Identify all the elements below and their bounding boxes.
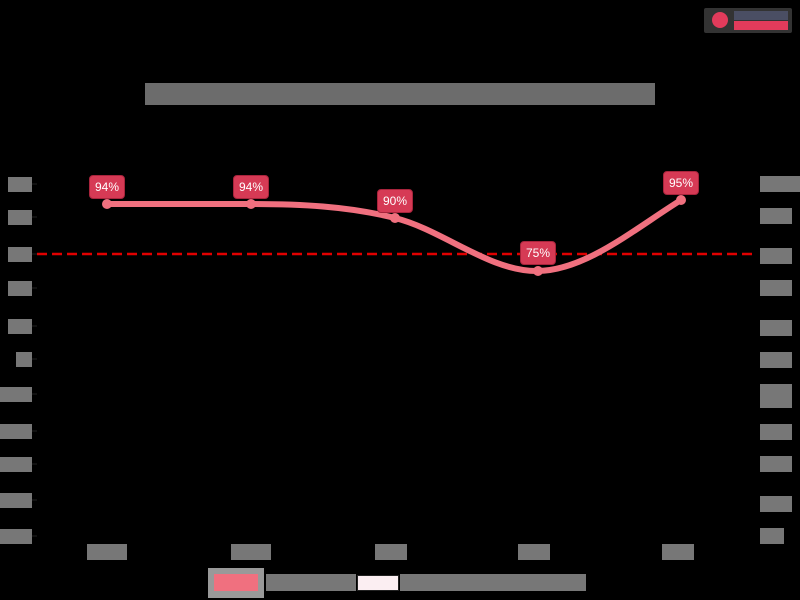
axis-ticks [32,183,37,537]
data-label: 94% [232,175,270,199]
right-tick-label [760,176,800,192]
right-tick-label [760,384,792,408]
right-tick-label [760,528,784,544]
x-tick-label: 2022 [518,544,550,560]
left-tick-label [0,529,32,544]
logo-text-top [734,11,788,20]
legend-label-reference[interactable] [400,574,586,591]
data-label: 90% [376,189,414,213]
left-tick-label [8,210,32,225]
left-tick-label [8,177,32,192]
data-point[interactable] [533,266,543,276]
data-point[interactable] [676,195,686,205]
data-label: 95% [662,171,700,195]
logo-text-bottom [734,21,788,30]
left-tick-label [0,387,32,402]
data-points [102,195,686,276]
left-tick-label [0,493,32,508]
brand-logo [704,8,792,33]
chart-title [145,83,655,105]
legend-label-series[interactable] [266,574,356,591]
data-label: 75% [519,241,557,265]
data-label: 94% [88,175,126,199]
right-tick-label [760,424,792,440]
left-tick-label [8,319,32,334]
right-tick-label [760,496,792,512]
right-tick-label [760,320,792,336]
logo-mark-icon [712,12,728,28]
right-tick-label [760,248,792,264]
legend [208,568,586,598]
right-tick-label [760,352,792,368]
data-point[interactable] [390,213,400,223]
data-point[interactable] [246,199,256,209]
left-tick-label [16,352,32,367]
x-tick-label [375,544,407,560]
data-point[interactable] [102,199,112,209]
left-tick-label [8,281,32,296]
left-tick-label [0,457,32,472]
right-tick-label [760,456,792,472]
x-tick-label [87,544,127,560]
legend-swatch-series[interactable] [208,568,264,598]
right-tick-label [760,280,792,296]
x-tick-label [231,544,271,560]
right-tick-label [760,208,792,224]
x-tick-label [662,544,694,560]
left-tick-label [0,424,32,439]
left-tick-label [8,247,32,262]
legend-swatch-reference[interactable] [357,575,399,591]
